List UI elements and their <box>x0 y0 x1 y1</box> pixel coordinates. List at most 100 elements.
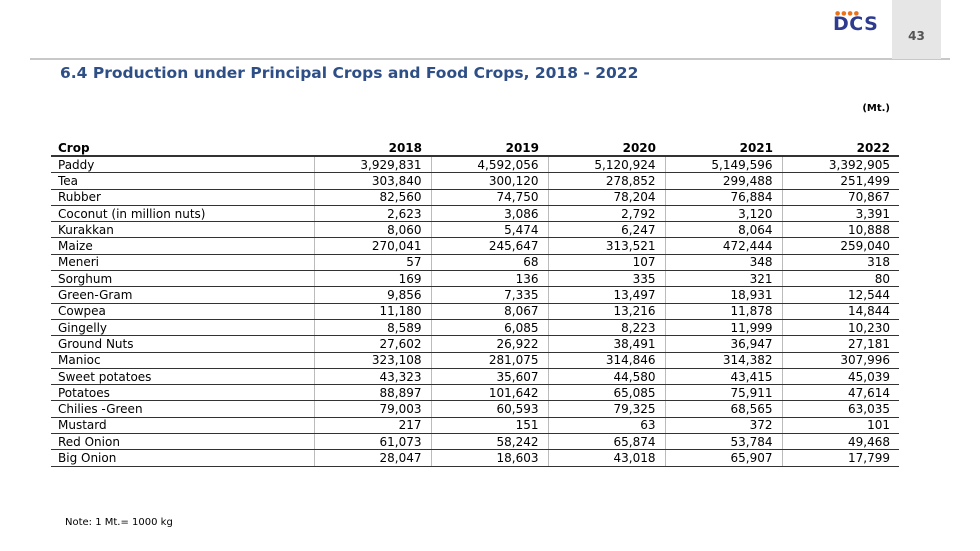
crop-name-cell: Tea <box>51 172 314 190</box>
production-value-cell: 43,415 <box>664 368 782 386</box>
production-value-cell: 314,846 <box>547 352 665 369</box>
production-value-cell: 5,149,596 <box>664 156 782 174</box>
production-value-cell: 8,064 <box>664 221 782 239</box>
production-value-cell: 11,180 <box>313 303 431 320</box>
production-value-cell: 318 <box>781 254 899 272</box>
production-value-cell: 101 <box>781 417 899 435</box>
crop-name-cell: Meneri <box>51 254 314 272</box>
page-number-box: 43 <box>892 0 941 59</box>
column-header-year: 2021 <box>665 133 782 157</box>
production-value-cell: 372 <box>664 417 782 435</box>
production-value-cell: 323,108 <box>313 352 431 369</box>
table-row: Tea 303,840 300,120 278,852 299,488 251,499 <box>51 172 899 190</box>
crop-name-cell: Gingelly <box>51 319 314 337</box>
table-row: Rubber 82,560 74,750 78,204 76,884 70,867 <box>51 189 899 206</box>
crop-name-cell: Mustard <box>51 417 314 435</box>
production-value-cell: 307,996 <box>781 352 899 369</box>
column-header-year: 2022 <box>782 133 899 157</box>
production-value-cell: 68,565 <box>664 400 782 418</box>
crop-name-cell: Maize <box>51 237 314 255</box>
production-value-cell: 2,792 <box>547 205 665 223</box>
production-value-cell: 321 <box>664 270 782 288</box>
crop-name-cell: Potatoes <box>51 384 314 402</box>
crop-name-cell: Rubber <box>51 189 314 206</box>
production-value-cell: 3,929,831 <box>313 156 431 174</box>
production-value-cell: 3,392,905 <box>781 156 899 174</box>
table-row: Paddy 3,929,831 4,592,056 5,120,924 5,149,59… <box>51 156 899 174</box>
production-value-cell: 82,560 <box>313 189 431 206</box>
crop-name-cell: Sorghum <box>51 270 314 288</box>
crop-name-cell: Paddy <box>51 156 314 174</box>
production-value-cell: 8,223 <box>547 319 665 337</box>
production-value-cell: 136 <box>430 270 548 288</box>
production-value-cell: 18,931 <box>664 286 782 304</box>
production-value-cell: 13,216 <box>547 303 665 320</box>
production-value-cell: 65,907 <box>664 449 782 467</box>
production-value-cell: 335 <box>547 270 665 288</box>
production-value-cell: 8,589 <box>313 319 431 337</box>
table-row: Maize 270,041 245,647 313,521 472,444 259,040 <box>51 237 899 255</box>
table-row: Sweet potatoes 43,323 35,607 44,580 43,415 45… <box>51 368 899 386</box>
production-value-cell: 65,874 <box>547 433 665 451</box>
production-value-cell: 278,852 <box>547 172 665 190</box>
table-body: Paddy 3,929,831 4,592,056 5,120,924 5,149,59… <box>51 156 899 467</box>
production-value-cell: 2,623 <box>313 205 431 223</box>
crop-name-cell: Green-Gram <box>51 286 314 304</box>
crop-name-cell: Cowpea <box>51 303 314 320</box>
production-value-cell: 8,067 <box>430 303 548 320</box>
production-value-cell: 107 <box>547 254 665 272</box>
production-value-cell: 299,488 <box>664 172 782 190</box>
production-value-cell: 35,607 <box>430 368 548 386</box>
production-value-cell: 17,799 <box>781 449 899 467</box>
production-value-cell: 44,580 <box>547 368 665 386</box>
crop-name-cell: Sweet potatoes <box>51 368 314 386</box>
production-value-cell: 11,878 <box>664 303 782 320</box>
table-row: Potatoes 88,897 101,642 65,085 75,911 47,614 <box>51 384 899 402</box>
table-row: Green-Gram 9,856 7,335 13,497 18,931 12,544 <box>51 286 899 304</box>
logo-text: DCS <box>833 13 879 35</box>
production-value-cell: 57 <box>313 254 431 272</box>
production-value-cell: 4,592,056 <box>430 156 548 174</box>
production-value-cell: 10,888 <box>781 221 899 239</box>
production-value-cell: 70,867 <box>781 189 899 206</box>
table-row: Mustard 217 151 63 372 101 <box>51 417 899 435</box>
table-row: Cowpea 11,180 8,067 13,216 11,878 14,844 <box>51 303 899 320</box>
header-divider <box>30 58 950 60</box>
production-value-cell: 313,521 <box>547 237 665 255</box>
production-value-cell: 36,947 <box>664 335 782 353</box>
production-value-cell: 79,325 <box>547 400 665 418</box>
production-value-cell: 5,120,924 <box>547 156 665 174</box>
table-row: Ground Nuts 27,602 26,922 38,491 36,947 27,18… <box>51 335 899 353</box>
production-value-cell: 151 <box>430 417 548 435</box>
production-value-cell: 79,003 <box>313 400 431 418</box>
production-value-cell: 13,497 <box>547 286 665 304</box>
production-value-cell: 8,060 <box>313 221 431 239</box>
unit-label: (Mt.) <box>862 103 890 114</box>
table-row: Meneri 57 68 107 348 318 <box>51 254 899 272</box>
production-value-cell: 3,120 <box>664 205 782 223</box>
production-value-cell: 14,844 <box>781 303 899 320</box>
production-value-cell: 259,040 <box>781 237 899 255</box>
production-value-cell: 10,230 <box>781 319 899 337</box>
production-value-cell: 300,120 <box>430 172 548 190</box>
logo-dots-icon: ●●●● <box>835 10 860 17</box>
production-value-cell: 75,911 <box>664 384 782 402</box>
table-row: Sorghum 169 136 335 321 80 <box>51 270 899 288</box>
production-value-cell: 74,750 <box>430 189 548 206</box>
production-value-cell: 6,085 <box>430 319 548 337</box>
column-header-crop: Crop <box>51 133 314 157</box>
crop-name-cell: Ground Nuts <box>51 335 314 353</box>
production-value-cell: 43,323 <box>313 368 431 386</box>
production-value-cell: 270,041 <box>313 237 431 255</box>
column-header-year: 2020 <box>548 133 665 157</box>
production-value-cell: 9,856 <box>313 286 431 304</box>
production-value-cell: 7,335 <box>430 286 548 304</box>
production-table: Crop 2018 2019 2020 2021 2022 Paddy 3,929,831 4… <box>51 133 899 467</box>
crop-name-cell: Big Onion <box>51 449 314 467</box>
production-value-cell: 78,204 <box>547 189 665 206</box>
production-value-cell: 53,784 <box>664 433 782 451</box>
production-value-cell: 217 <box>313 417 431 435</box>
production-value-cell: 251,499 <box>781 172 899 190</box>
production-value-cell: 5,474 <box>430 221 548 239</box>
production-value-cell: 169 <box>313 270 431 288</box>
